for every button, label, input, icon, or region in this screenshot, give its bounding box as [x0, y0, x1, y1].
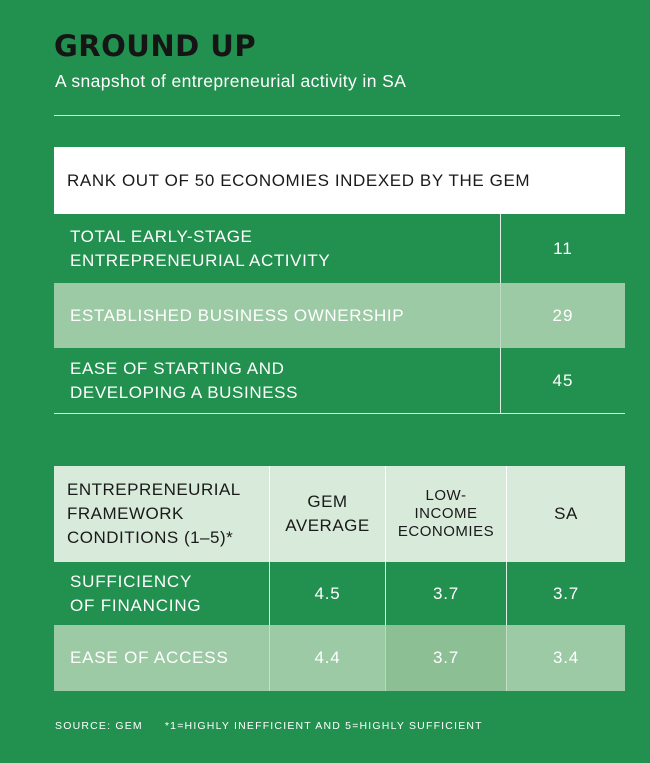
- column-header-gem-average: GEM AVERAGE: [269, 466, 385, 562]
- gem-average-value: 4.4: [269, 625, 385, 691]
- row-label: SUFFICIENCY OF FINANCING: [54, 562, 269, 625]
- header-line: LOW-: [425, 487, 467, 504]
- rank-table: RANK OUT OF 50 ECONOMIES INDEXED BY THE …: [54, 147, 625, 414]
- rank-table-heading: RANK OUT OF 50 ECONOMIES INDEXED BY THE …: [54, 147, 625, 214]
- header-line: ECONOMIES: [397, 523, 495, 540]
- rank-value: 29: [500, 283, 625, 348]
- table-header-row: ENTREPRENEURIAL FRAMEWORK CONDITIONS (1–…: [54, 466, 625, 562]
- sa-value: 3.7: [506, 562, 625, 625]
- gem-average-value: 4.5: [269, 562, 385, 625]
- column-header-low-income: LOW- INCOME ECONOMIES: [385, 466, 506, 562]
- table-row: TOTAL EARLY-STAGE ENTREPRENEURIAL ACTIVI…: [54, 214, 625, 283]
- page-subtitle: A snapshot of entrepreneurial activity i…: [55, 71, 407, 91]
- row-label-line: ENTREPRENEURIAL ACTIVITY: [70, 250, 331, 270]
- low-income-value: 3.7: [385, 625, 506, 691]
- header-line: GEM: [307, 492, 348, 511]
- row-label-line: SUFFICIENCY: [70, 571, 193, 591]
- row-label: ESTABLISHED BUSINESS OWNERSHIP: [70, 305, 405, 325]
- row-label-line: TOTAL EARLY-STAGE: [70, 226, 253, 246]
- row-label: TOTAL EARLY-STAGE ENTREPRENEURIAL ACTIVI…: [54, 214, 500, 283]
- row-label-line: EASE OF STARTING AND: [70, 358, 285, 378]
- header-line: CONDITIONS (1–5)*: [67, 528, 234, 547]
- table-row: EASE OF STARTING AND DEVELOPING A BUSINE…: [54, 348, 625, 414]
- rank-value: 45: [500, 348, 625, 413]
- column-header-conditions: ENTREPRENEURIAL FRAMEWORK CONDITIONS (1–…: [54, 466, 269, 562]
- header-line: AVERAGE: [285, 516, 370, 535]
- table-row: EASE OF ACCESS 4.4 3.7 3.4: [54, 625, 625, 691]
- framework-table: ENTREPRENEURIAL FRAMEWORK CONDITIONS (1–…: [54, 466, 625, 691]
- header-line: ENTREPRENEURIAL: [67, 480, 241, 499]
- row-label-line: DEVELOPING A BUSINESS: [70, 382, 299, 402]
- low-income-value: 3.7: [385, 562, 506, 625]
- table-row: SUFFICIENCY OF FINANCING 4.5 3.7 3.7: [54, 562, 625, 625]
- page-title: GROUND UP: [54, 29, 257, 63]
- rank-value: 11: [500, 214, 625, 283]
- sa-value: 3.4: [506, 625, 625, 691]
- source-note: SOURCE: GEM: [55, 720, 143, 732]
- header-line: INCOME: [414, 505, 478, 522]
- row-label: EASE OF STARTING AND DEVELOPING A BUSINE…: [54, 348, 500, 413]
- row-label-line: OF FINANCING: [70, 595, 202, 615]
- scale-footnote: *1=HIGHLY INEFFICIENT AND 5=HIGHLY SUFFI…: [164, 720, 483, 732]
- column-header-sa: SA: [506, 466, 625, 562]
- row-label: EASE OF ACCESS: [54, 625, 269, 691]
- table-row: ESTABLISHED BUSINESS OWNERSHIP 29: [54, 283, 625, 348]
- footer: SOURCE: GEM *1=HIGHLY INEFFICIENT AND 5=H…: [55, 720, 483, 732]
- divider: [54, 115, 620, 116]
- header-line: FRAMEWORK: [67, 504, 184, 523]
